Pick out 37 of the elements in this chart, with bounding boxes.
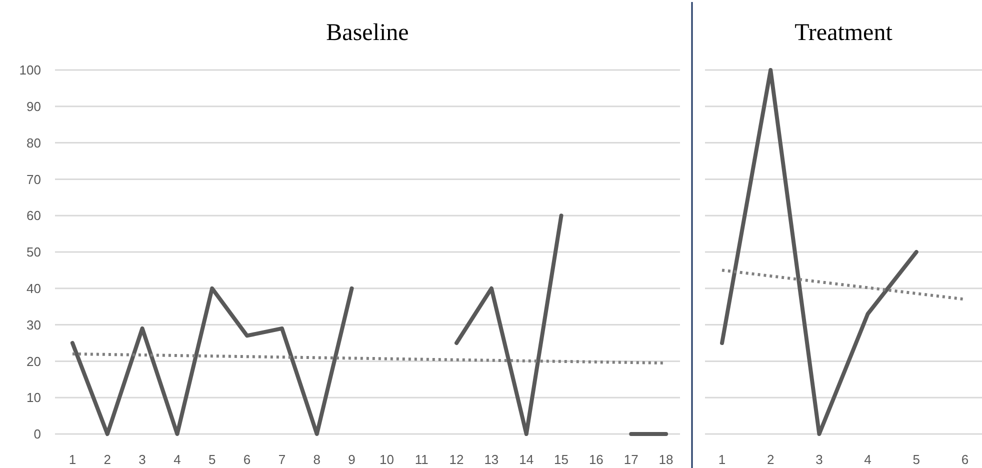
chart-title: Treatment xyxy=(794,20,893,46)
y-tick-label: 90 xyxy=(26,98,41,114)
x-tick-label: 8 xyxy=(313,452,320,467)
y-tick-label: 30 xyxy=(26,317,41,332)
x-tick-label: 1 xyxy=(68,452,76,467)
y-tick-label: 50 xyxy=(26,244,41,260)
x-tick-label: 16 xyxy=(588,452,604,467)
x-tick-label: 5 xyxy=(208,452,216,467)
y-tick-label: 10 xyxy=(26,390,41,406)
x-tick-label: 4 xyxy=(174,452,181,467)
y-tick-label: 0 xyxy=(34,426,41,442)
x-tick-label: 17 xyxy=(624,452,638,467)
y-tick-label: 40 xyxy=(26,280,41,296)
x-tick-label: 6 xyxy=(961,452,969,467)
x-tick-label: 3 xyxy=(138,452,146,467)
x-tick-label: 12 xyxy=(449,452,464,467)
x-tick-label: 3 xyxy=(816,452,823,467)
x-tick-label: 4 xyxy=(864,452,872,467)
y-tick-label: 70 xyxy=(26,172,41,187)
x-tick-label: 1 xyxy=(718,452,726,467)
x-tick-label: 6 xyxy=(243,452,251,467)
chart-title: Baseline xyxy=(326,20,409,46)
x-tick-label: 10 xyxy=(379,452,394,467)
x-tick-label: 9 xyxy=(348,452,356,467)
y-tick-label: 100 xyxy=(19,62,41,78)
y-tick-label: 60 xyxy=(26,208,41,224)
y-tick-label: 20 xyxy=(26,354,41,369)
x-tick-label: 2 xyxy=(766,452,774,467)
x-tick-label: 18 xyxy=(658,452,674,467)
x-tick-label: 14 xyxy=(519,452,534,467)
x-tick-label: 7 xyxy=(278,452,286,467)
y-tick-label: 80 xyxy=(26,135,41,150)
x-tick-label: 5 xyxy=(912,452,920,467)
x-tick-label: 2 xyxy=(104,452,111,467)
x-tick-label: 11 xyxy=(414,452,428,467)
x-tick-label: 15 xyxy=(554,452,569,467)
x-tick-label: 13 xyxy=(484,452,499,467)
